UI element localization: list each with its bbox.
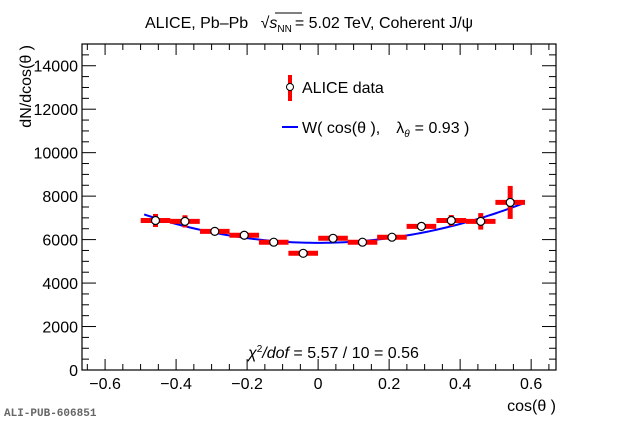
y-tick-label: 2000	[42, 320, 78, 337]
x-tick-label: 0.2	[378, 376, 400, 393]
y-tick-label: 14000	[34, 59, 79, 76]
data-points	[140, 185, 526, 258]
title-sqrt-s: s	[269, 15, 277, 32]
data-point	[505, 197, 515, 208]
x-tick-label: −0.6	[89, 376, 121, 393]
data-point	[446, 215, 456, 226]
legend-data-marker	[286, 83, 294, 91]
data-point	[476, 216, 486, 226]
data-point	[328, 233, 338, 243]
x-axis-label: cos(θ )	[507, 398, 556, 415]
data-point	[298, 248, 308, 258]
data-point	[180, 216, 190, 226]
data-point	[150, 215, 161, 226]
title-suffix: = 5.02 TeV, Coherent J/ψ	[295, 15, 473, 32]
title-sqrt-sub: NN	[277, 24, 291, 35]
data-point	[387, 232, 397, 242]
chart-title: ALICE, Pb–Pb √sNN = 5.02 TeV, Coherent J/…	[145, 15, 473, 35]
data-point	[269, 237, 279, 247]
legend-fit-label: W( cos(θ ), λθ = 0.93 )	[302, 120, 469, 140]
x-tick-label: 0.4	[449, 376, 471, 393]
data-point	[357, 237, 368, 247]
y-tick-label: 8000	[42, 189, 78, 206]
legend-data-label: ALICE data	[302, 80, 384, 97]
axis-ticks	[82, 43, 556, 371]
title-prefix: ALICE, Pb–Pb	[145, 15, 248, 32]
y-tick-label: 4000	[42, 276, 78, 293]
y-axis-label: dN/dcos(θ )	[18, 45, 35, 128]
data-point	[239, 230, 249, 240]
legend: ALICE data W( cos(θ ), λθ = 0.93 )	[282, 75, 469, 140]
x-tick-label: 0	[314, 376, 323, 393]
x-tick-label: −0.2	[231, 376, 263, 393]
y-tick-label: 10000	[34, 146, 79, 163]
publication-id: ALI-PUB-606851	[4, 408, 97, 420]
y-tick-labels: 0 2000 4000 6000 8000 10000 12000 14000	[34, 59, 79, 380]
y-tick-label: 12000	[34, 102, 79, 119]
data-point	[210, 226, 220, 236]
data-point	[416, 221, 427, 231]
x-tick-labels: −0.6 −0.4 −0.2 0 0.2 0.4 0.6	[89, 376, 542, 393]
chi2-annotation: χ2/dof = 5.57 / 10 = 0.56	[246, 344, 419, 362]
x-tick-label: 0.6	[520, 376, 542, 393]
x-tick-label: −0.4	[160, 376, 192, 393]
y-tick-label: 0	[69, 363, 78, 380]
y-tick-label: 6000	[42, 233, 78, 250]
